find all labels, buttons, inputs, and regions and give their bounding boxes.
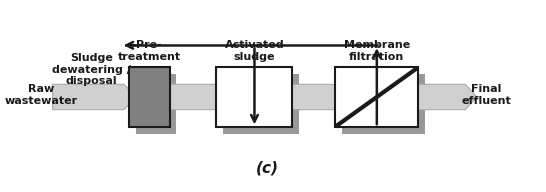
- Text: Pre-
treatment: Pre- treatment: [117, 40, 181, 62]
- Polygon shape: [290, 84, 345, 110]
- Bar: [129, 67, 170, 127]
- Polygon shape: [168, 84, 226, 110]
- Polygon shape: [416, 84, 477, 110]
- Bar: [342, 74, 425, 134]
- Text: (c): (c): [256, 161, 278, 176]
- Text: Activated
sludge: Activated sludge: [224, 40, 284, 62]
- Polygon shape: [52, 84, 135, 110]
- Text: Membrane
filtration: Membrane filtration: [344, 40, 410, 62]
- Bar: [223, 74, 299, 134]
- Text: Final
effluent: Final effluent: [462, 84, 512, 106]
- Bar: [216, 67, 293, 127]
- Text: Sludge
dewatering /
disposal: Sludge dewatering / disposal: [52, 53, 131, 86]
- Bar: [335, 67, 418, 127]
- Text: Raw
wastewater: Raw wastewater: [4, 84, 78, 106]
- Bar: [135, 74, 176, 134]
